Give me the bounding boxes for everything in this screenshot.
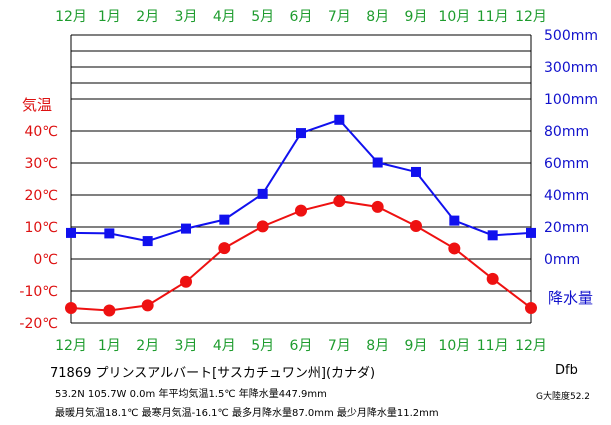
month-label-bottom: 5月: [251, 338, 274, 354]
month-label-bottom: 1月: [98, 338, 121, 354]
precipitation-point: [66, 227, 76, 238]
temperature-tick-labels: 40℃ 30℃ 20℃ 10℃ 0℃ -10℃ -20℃: [19, 124, 58, 332]
month-label-top: 2月: [136, 9, 159, 25]
temperature-tick-label: 30℃: [24, 156, 58, 172]
temperature-point: [295, 204, 307, 217]
temperature-point: [256, 220, 269, 233]
temperature-tick-label: -10℃: [19, 284, 58, 300]
month-label-bottom: 2月: [136, 338, 159, 354]
month-label-bottom: 6月: [290, 338, 313, 354]
precipitation-tick-label: 20mm: [544, 220, 589, 236]
precipitation-tick-label: 40mm: [544, 188, 589, 204]
month-labels-bottom: 12月 1月 2月 3月 4月 5月 6月 7月 8月 9月 10月 11月 12月: [55, 338, 547, 354]
precipitation-axis-label: 降水量: [548, 289, 593, 307]
precipitation-point: [526, 227, 536, 238]
month-label-top: 5月: [251, 9, 274, 25]
month-label-bottom: 7月: [328, 338, 351, 354]
month-label-bottom: 12月: [515, 338, 547, 354]
precipitation-tick-label: 500mm: [544, 28, 598, 44]
precipitation-tick-label: 60mm: [544, 156, 589, 172]
temperature-point: [180, 275, 192, 288]
chart-grid: [70, 34, 532, 324]
temperature-point: [333, 195, 346, 208]
temperature-tick-label: 0℃: [33, 252, 58, 268]
precipitation-point: [334, 114, 345, 125]
precipitation-point: [181, 223, 191, 234]
precipitation-tick-label: 300mm: [544, 60, 598, 76]
precipitation-point: [219, 214, 230, 225]
month-label-top: 4月: [213, 9, 236, 25]
month-label-top: 1月: [98, 9, 121, 25]
month-label-bottom: 11月: [477, 338, 509, 354]
temperature-point: [103, 304, 116, 317]
precipitation-tick-label: 100mm: [544, 92, 598, 108]
temperature-tick-label: -20℃: [19, 316, 58, 332]
temperature-tick-label: 20℃: [24, 188, 58, 204]
month-label-top: 10月: [438, 9, 470, 25]
temperature-axis-label: 気温: [22, 96, 52, 114]
temperature-tick-label: 10℃: [24, 220, 58, 236]
month-label-top: 12月: [515, 9, 547, 25]
month-label-top: 9月: [405, 9, 428, 25]
temperature-point: [218, 242, 231, 255]
precipitation-point: [257, 188, 268, 199]
month-label-bottom: 3月: [175, 338, 198, 354]
month-label-top: 7月: [328, 9, 351, 25]
month-label-bottom: 4月: [213, 338, 236, 354]
temperature-point: [486, 272, 499, 285]
month-label-top: 6月: [290, 9, 313, 25]
precipitation-series: [66, 114, 536, 247]
temperature-point: [141, 299, 154, 312]
precipitation-tick-label: 80mm: [544, 124, 589, 140]
temperature-point: [371, 200, 384, 213]
temperature-series: [65, 195, 537, 317]
month-label-top: 3月: [175, 9, 198, 25]
precipitation-point: [487, 230, 498, 241]
precipitation-point: [142, 236, 153, 247]
precipitation-point: [104, 228, 115, 239]
month-label-bottom: 12月: [55, 338, 87, 354]
month-label-bottom: 10月: [438, 338, 470, 354]
temperature-point: [525, 301, 537, 314]
temperature-point: [65, 301, 77, 314]
precipitation-point: [449, 215, 460, 226]
temperature-tick-label: 40℃: [24, 124, 58, 140]
month-label-bottom: 9月: [405, 338, 428, 354]
temperature-point: [448, 242, 461, 255]
month-labels-top: 12月 1月 2月 3月 4月 5月 6月 7月 8月 9月 10月 11月 12月: [55, 9, 547, 25]
month-label-top: 11月: [477, 9, 509, 25]
precipitation-point: [411, 166, 421, 177]
precipitation-point: [296, 128, 306, 139]
month-label-top: 12月: [55, 9, 87, 25]
precipitation-point: [372, 157, 383, 168]
temperature-point: [410, 220, 422, 233]
month-label-bottom: 8月: [366, 338, 389, 354]
precipitation-tick-label: 0mm: [544, 252, 580, 268]
temperature-line: [70, 200, 532, 312]
precipitation-tick-labels: 500mm 300mm 100mm 80mm 60mm 40mm 20mm 0mm: [544, 28, 598, 268]
month-label-top: 8月: [366, 9, 389, 25]
